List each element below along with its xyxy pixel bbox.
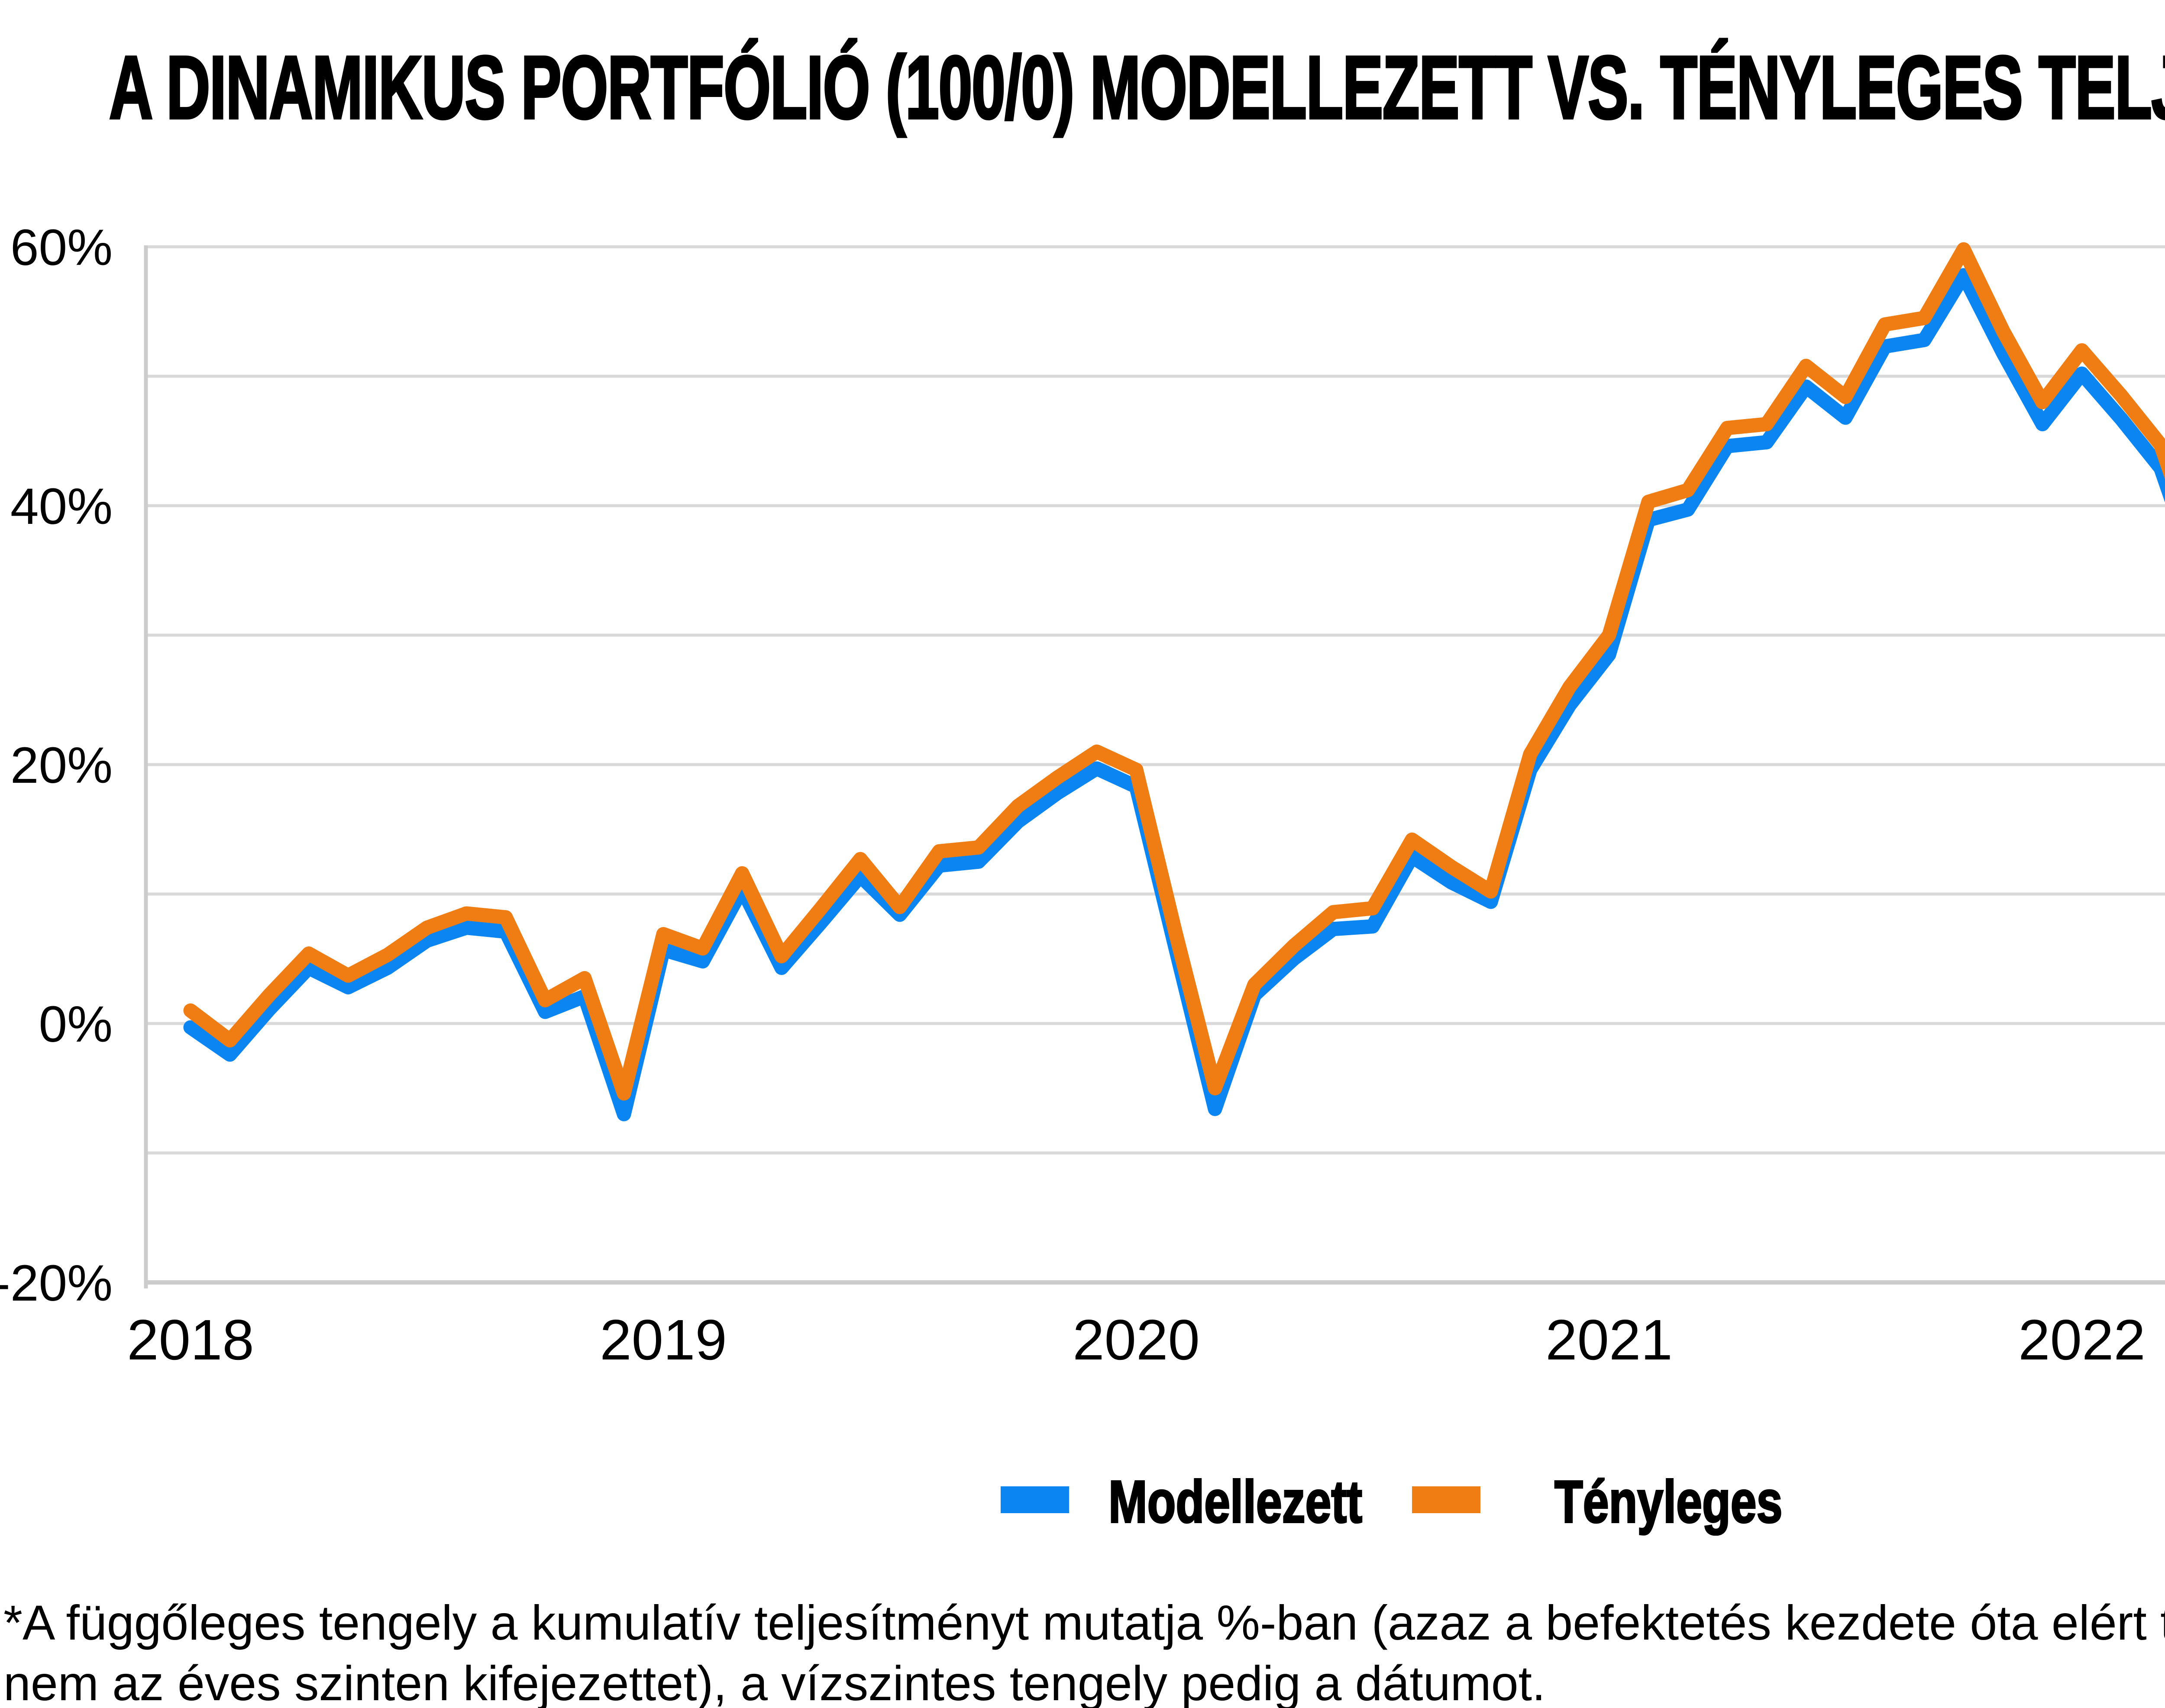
x-axis-label-2021: 2021 — [1545, 1308, 1673, 1372]
x-axis-label-2022: 2022 — [2018, 1308, 2146, 1372]
y-axis-label-0%: 0% — [39, 996, 113, 1053]
footnote: *A függőleges tengely a kumulatív teljes… — [3, 1592, 2165, 1708]
legend-swatch-modellezett — [1001, 1486, 1069, 1513]
footnote-line-1: *A függőleges tengely a kumulatív teljes… — [3, 1595, 2165, 1650]
x-axis-label-2019: 2019 — [600, 1308, 727, 1372]
x-axis-label-2020: 2020 — [1073, 1308, 1200, 1372]
y-axis-label-60%: 60% — [10, 219, 113, 276]
page-title: A DINAMIKUS PORTFÓLIÓ (100/0) MODELLEZET… — [108, 36, 2165, 139]
legend-label-modellezett: Modellezett — [1108, 1469, 1363, 1535]
y-axis-label--20%: -20% — [0, 1255, 113, 1312]
series-line-modellezett — [183, 268, 2165, 1121]
y-axis-label-40%: 40% — [10, 478, 113, 535]
x-axis-label-2018: 2018 — [127, 1308, 254, 1372]
legend-label-tenyleges: Tényleges — [1554, 1469, 1783, 1535]
page-title-text: A DINAMIKUS PORTFÓLIÓ (100/0) MODELLEZET… — [108, 36, 2165, 139]
legend-swatch-tenyleges — [1412, 1486, 1480, 1513]
footnote-line-2: nem az éves szinten kifejezettet), a víz… — [3, 1656, 1546, 1708]
series-line-tényleges — [183, 242, 2165, 1101]
y-axis-label-20%: 20% — [10, 737, 113, 794]
